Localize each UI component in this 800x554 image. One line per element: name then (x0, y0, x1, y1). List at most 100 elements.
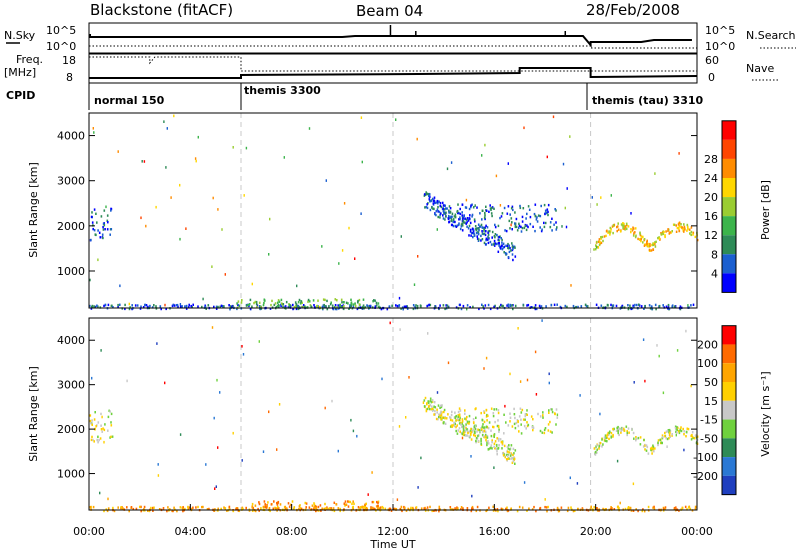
echo-cell (522, 304, 525, 307)
echo-cell (362, 298, 365, 301)
echo-cell (448, 221, 450, 224)
echo-cell (165, 166, 167, 169)
echo-cell (141, 160, 143, 163)
echo-cell (462, 507, 464, 510)
echo-cell (156, 342, 158, 345)
echo-cell (547, 429, 550, 432)
echo-cell (518, 224, 521, 228)
echo-cell (492, 414, 495, 418)
echo-cell (483, 410, 485, 413)
echo-cell (691, 435, 694, 439)
echo-cell (480, 442, 482, 446)
echo-cell (300, 300, 302, 303)
echo-cell (492, 425, 495, 429)
echo-cell (431, 206, 433, 209)
echo-cell (277, 301, 279, 304)
echo-cell (534, 229, 536, 233)
echo-cell (469, 230, 472, 233)
echo-cell (287, 306, 290, 309)
power-guides (240, 113, 592, 308)
echo-cell (664, 234, 666, 237)
echo-cell (468, 435, 470, 438)
echo-cell (428, 193, 431, 196)
echo-cell (456, 210, 458, 213)
echo-cell (605, 436, 607, 440)
echo-cell (242, 507, 244, 511)
echo-cell (473, 232, 475, 235)
echo-cell (454, 424, 456, 428)
echo-cell (514, 462, 516, 465)
echo-cell (465, 198, 468, 202)
echo-cell (258, 509, 260, 512)
echo-cell (653, 449, 655, 453)
echo-cell (564, 304, 567, 308)
echo-cell (646, 445, 649, 449)
echo-cell (195, 506, 197, 509)
echo-cell (529, 215, 532, 219)
echo-cell (462, 217, 464, 220)
echo-cell (272, 507, 275, 510)
echo-cell (476, 237, 479, 240)
echo-cell (396, 304, 399, 308)
echo-cell (458, 427, 461, 430)
echo-cell (159, 305, 162, 308)
echo-cell (428, 198, 431, 201)
echo-cell (510, 207, 513, 210)
echo-cell (481, 303, 483, 306)
echo-cell (491, 236, 493, 239)
echo-cell (291, 500, 294, 503)
echo-cell (528, 208, 531, 211)
echo-cell (104, 228, 106, 231)
echo-cell (381, 377, 383, 381)
echo-cell (497, 509, 499, 513)
echo-cell (553, 223, 555, 226)
echo-cell (400, 235, 402, 238)
echo-cell (424, 405, 426, 408)
echo-cell (436, 411, 438, 414)
echo-cell (120, 506, 122, 509)
echo-cell (483, 241, 486, 245)
echo-cell (487, 236, 490, 240)
colorbar-tick-label: 8 (711, 248, 718, 261)
echo-cell (353, 502, 355, 505)
echo-cell (274, 302, 277, 305)
colorbar-tick-label: 200 (697, 338, 718, 351)
echo-cell (474, 204, 476, 207)
colorbar-tick-label: 50 (704, 376, 718, 389)
echo-cell (490, 243, 493, 246)
echo-cell (412, 506, 414, 510)
echo-cell (135, 507, 138, 511)
echo-cell (476, 505, 479, 509)
echo-cell (644, 448, 646, 451)
echo-cell (483, 227, 486, 231)
echo-cell (443, 211, 445, 214)
echo-cell (620, 427, 623, 431)
echo-cell (236, 302, 238, 305)
echo-cell (512, 453, 514, 457)
echo-cell (527, 225, 529, 229)
echo-cell (371, 471, 373, 474)
echo-cell (103, 224, 106, 227)
echo-cell (300, 507, 303, 511)
echo-cell (461, 436, 464, 440)
echo-cell (176, 509, 178, 513)
echo-cell (606, 440, 608, 443)
echo-cell (604, 434, 607, 437)
echo-cell (228, 508, 231, 511)
colorbar-segment (722, 382, 736, 401)
echo-cell (495, 444, 498, 447)
echo-cell (214, 487, 216, 490)
echo-cell (595, 303, 598, 306)
echo-cell (640, 237, 642, 241)
echo-cell (197, 135, 199, 139)
echo-cell (539, 415, 542, 418)
echo-cell (579, 394, 581, 397)
echo-cell (683, 430, 685, 433)
echo-cell (478, 229, 480, 232)
echo-cell (445, 215, 447, 218)
echo-cell (665, 430, 668, 433)
echo-cell (417, 255, 419, 258)
echo-cell (492, 425, 494, 429)
echo-cell (519, 206, 522, 210)
noise-right-label: N.Search (746, 29, 796, 42)
